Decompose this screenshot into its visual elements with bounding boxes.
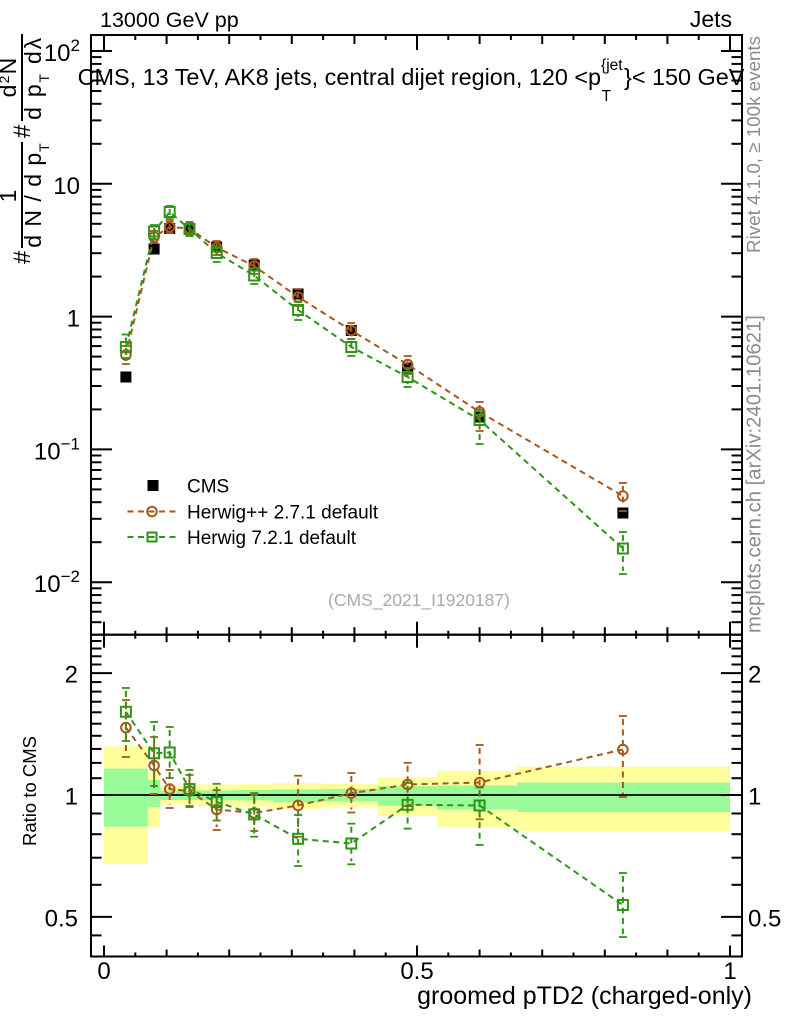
svg-text:1: 1 xyxy=(67,306,80,333)
svg-text:0.5: 0.5 xyxy=(45,905,78,932)
svg-text:Ratio to CMS: Ratio to CMS xyxy=(19,736,40,846)
svg-text:d2N: d2N xyxy=(0,57,21,98)
svg-text:1: 1 xyxy=(748,784,761,811)
svg-text:10: 10 xyxy=(53,173,80,200)
svg-text:CMS: CMS xyxy=(187,477,229,498)
svg-text:2: 2 xyxy=(65,662,78,689)
svg-text:Rivet 4.1.0, ≥ 100k events: Rivet 4.1.0, ≥ 100k events xyxy=(743,36,764,253)
svg-text:1: 1 xyxy=(65,784,78,811)
svg-text:Herwig++ 2.7.1 default: Herwig++ 2.7.1 default xyxy=(187,503,379,524)
svg-text:#: # xyxy=(9,124,36,138)
svg-text:#: # xyxy=(9,250,36,264)
svg-text:(CMS_2021_I1920187): (CMS_2021_I1920187) xyxy=(328,590,510,611)
svg-text:10−1: 10−1 xyxy=(34,434,80,465)
svg-text:mcplots.cern.ch [arXiv:2401.10: mcplots.cern.ch [arXiv:2401.10621] xyxy=(744,315,766,633)
svg-text:1: 1 xyxy=(723,958,736,985)
svg-text:Jets: Jets xyxy=(690,6,732,32)
svg-text:13000 GeV pp: 13000 GeV pp xyxy=(100,8,239,32)
svg-text:0: 0 xyxy=(97,958,110,985)
svg-text:0.5: 0.5 xyxy=(400,958,433,985)
svg-text:10−2: 10−2 xyxy=(34,567,80,598)
svg-text:2: 2 xyxy=(748,662,761,689)
svg-text:1: 1 xyxy=(0,190,21,203)
svg-text:0.5: 0.5 xyxy=(748,905,781,932)
svg-text:groomed pTD2 (charged-only): groomed pTD2 (charged-only) xyxy=(417,982,752,1010)
svg-text:Herwig 7.2.1 default: Herwig 7.2.1 default xyxy=(187,528,357,549)
